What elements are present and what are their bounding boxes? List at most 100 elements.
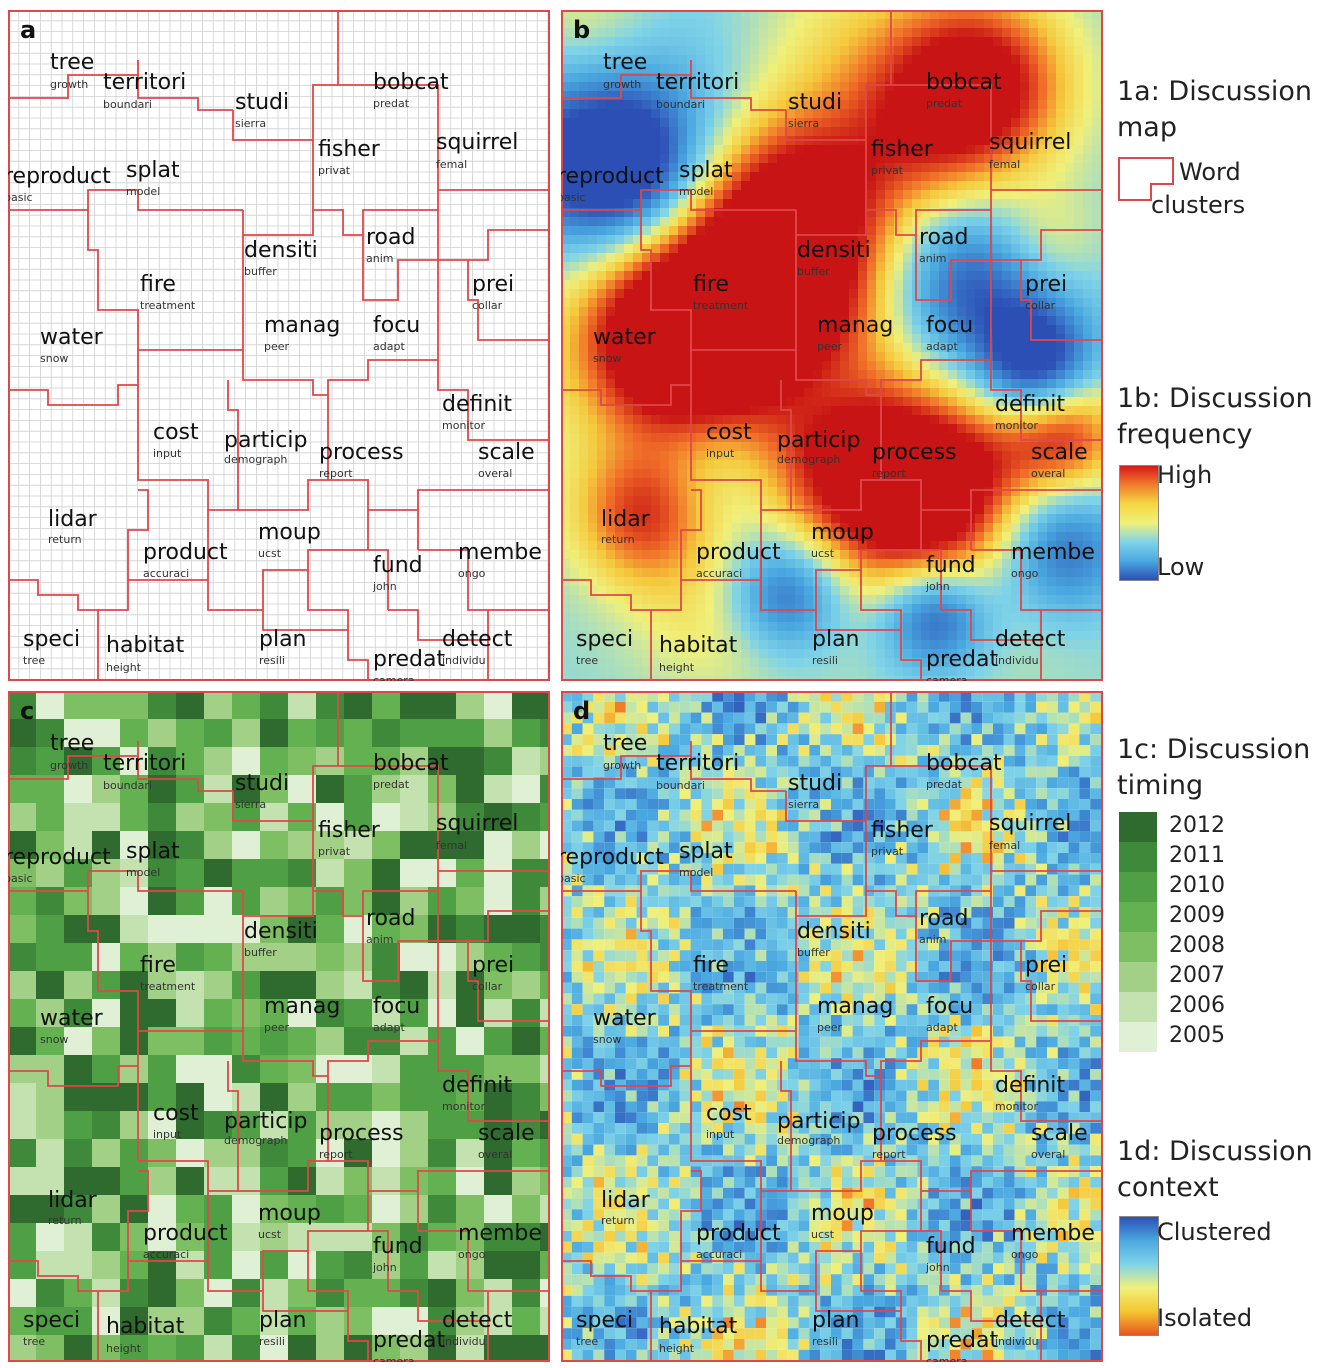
cluster-subword: accuraci xyxy=(143,567,190,580)
cluster-subword: demograph xyxy=(777,1134,841,1147)
panel-d-cluster-borders xyxy=(561,691,1103,1362)
cluster-subword: return xyxy=(601,1214,635,1227)
cluster-word: manag xyxy=(264,313,341,338)
cluster-word: splat xyxy=(126,158,180,183)
legend-b-title: 1b: Discussion frequency xyxy=(1117,383,1313,450)
cluster-word: cost xyxy=(706,1101,752,1126)
cluster-word: lidar xyxy=(601,507,650,532)
cluster-subword: overal xyxy=(1031,467,1066,480)
cluster-subword: report xyxy=(319,467,353,480)
cluster-word: fund xyxy=(373,1234,423,1259)
panel-letter: d xyxy=(573,697,591,725)
legend-d-title: 1d: Discussion context xyxy=(1117,1136,1313,1203)
cluster-word: membe xyxy=(1011,540,1095,565)
cluster-word: cost xyxy=(706,420,752,445)
legend-b: 1b: Discussion frequency High Low xyxy=(1117,381,1317,581)
legend-b-high: High xyxy=(1157,461,1213,489)
cluster-word: studi xyxy=(235,771,290,796)
cluster-subword: model xyxy=(126,866,161,879)
cluster-subword: height xyxy=(106,661,142,674)
cluster-word: speci xyxy=(23,1308,81,1333)
cluster-word: densiti xyxy=(797,919,871,944)
cluster-subword: boundari xyxy=(103,779,152,792)
cluster-subword: ongo xyxy=(458,567,486,580)
cluster-subword: growth xyxy=(50,759,89,772)
panel-a-frame xyxy=(8,10,550,681)
cluster-word: cost xyxy=(153,420,199,445)
cluster-word: territori xyxy=(656,751,740,776)
cluster-subword: model xyxy=(679,866,714,879)
cluster-word: plan xyxy=(812,1308,860,1333)
timing-year-label: 2008 xyxy=(1169,933,1225,958)
cluster-subword: growth xyxy=(50,78,89,91)
cluster-word: fire xyxy=(140,953,176,978)
panel-b-map xyxy=(561,10,1103,681)
cluster-subword: buffer xyxy=(797,265,830,278)
cluster-word: splat xyxy=(679,839,733,864)
cluster-word: predat xyxy=(373,1328,446,1353)
cluster-word: studi xyxy=(788,771,843,796)
legend-d-bottom: Isolated xyxy=(1157,1304,1253,1332)
cluster-subword: return xyxy=(601,533,635,546)
cluster-subword: predat xyxy=(373,778,410,791)
legend-d-top: Clustered xyxy=(1157,1218,1272,1246)
cluster-subword: sierra xyxy=(235,798,267,811)
cluster-subword: john xyxy=(373,1261,397,1274)
panel-c-background xyxy=(8,691,550,1362)
cluster-word: road xyxy=(919,225,969,250)
context-gradient-bar xyxy=(1119,1216,1159,1336)
cluster-subword: individu xyxy=(442,1335,486,1348)
panel-d-background xyxy=(561,691,1103,1362)
cluster-word: densiti xyxy=(244,919,318,944)
legend-a: 1a: Discussion map Word clusters xyxy=(1117,74,1317,219)
cluster-subword: john xyxy=(926,580,950,593)
cluster-subword: privat xyxy=(318,845,351,858)
cluster-subword: predat xyxy=(926,97,963,110)
cluster-subword: resili xyxy=(259,1335,285,1348)
cluster-word: prei xyxy=(1025,272,1068,297)
timing-year-label: 2010 xyxy=(1169,873,1225,898)
cluster-subword: privat xyxy=(871,845,904,858)
cluster-subword: basic xyxy=(8,872,33,885)
cluster-subword: treatment xyxy=(140,299,196,312)
cluster-subword: collar xyxy=(472,299,503,312)
timing-year-label: 2006 xyxy=(1169,993,1225,1018)
cluster-word: definit xyxy=(442,392,513,417)
cluster-subword: camera xyxy=(926,1355,968,1362)
cluster-word: product xyxy=(143,540,228,565)
cluster-word: membe xyxy=(458,540,542,565)
timing-year-label: 2005 xyxy=(1169,1023,1225,1048)
cluster-subword: ucst xyxy=(258,1228,282,1241)
cluster-subword: collar xyxy=(1025,299,1056,312)
panel-c: tree growth territori boundari studi sierra bo… xyxy=(8,691,550,1362)
cluster-subword: individu xyxy=(995,654,1039,667)
cluster-word: squirrel xyxy=(989,130,1072,155)
cluster-word: territori xyxy=(103,70,187,95)
cluster-word: tree xyxy=(50,731,95,756)
cluster-word: process xyxy=(319,1121,404,1146)
timing-legend-row: 2005 xyxy=(1119,1022,1319,1052)
cluster-subword: ongo xyxy=(458,1248,486,1261)
cluster-word: particip xyxy=(224,1109,308,1134)
cluster-word: cost xyxy=(153,1101,199,1126)
cluster-subword: snow xyxy=(40,1033,69,1046)
cluster-subword: ucst xyxy=(258,547,282,560)
cluster-subword: buffer xyxy=(244,265,277,278)
cluster-word: water xyxy=(40,1006,103,1031)
timing-legend-row: 2012 xyxy=(1119,812,1319,842)
legend-c-title: 1c: Discussion timing xyxy=(1117,734,1311,801)
cluster-subword: accuraci xyxy=(143,1248,190,1261)
cluster-word: fisher xyxy=(318,137,380,162)
cluster-subword: monitor xyxy=(995,1100,1039,1113)
panel-b-frame xyxy=(561,10,1103,681)
cluster-word: particip xyxy=(777,1109,861,1134)
cluster-word: fund xyxy=(926,553,976,578)
panel-letter: c xyxy=(20,697,35,725)
panel-b-background xyxy=(561,10,1103,681)
cluster-word: reproduct xyxy=(561,164,664,189)
cluster-subword: basic xyxy=(561,191,586,204)
cluster-subword: peer xyxy=(817,1021,843,1034)
cluster-word: reproduct xyxy=(8,164,111,189)
cluster-word: scale xyxy=(478,440,535,465)
cluster-word: splat xyxy=(126,839,180,864)
